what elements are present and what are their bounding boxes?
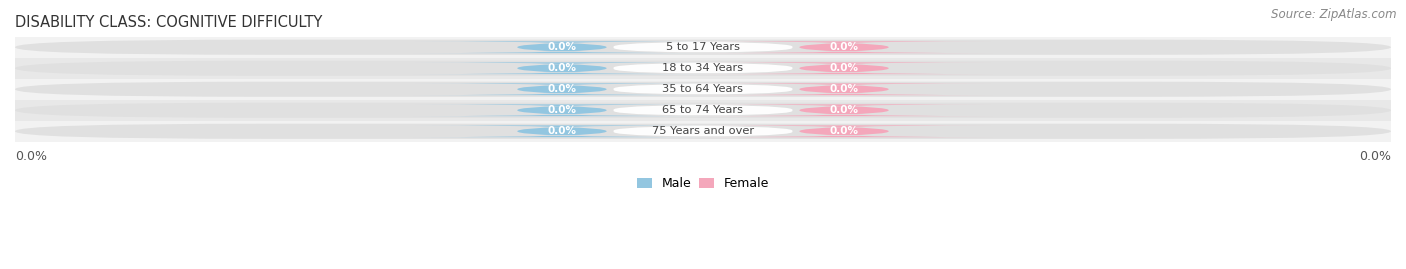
Text: 0.0%: 0.0% (830, 84, 859, 94)
FancyBboxPatch shape (15, 103, 1391, 118)
FancyBboxPatch shape (696, 104, 993, 116)
Text: 75 Years and over: 75 Years and over (652, 126, 754, 136)
Text: 18 to 34 Years: 18 to 34 Years (662, 63, 744, 73)
FancyBboxPatch shape (15, 82, 1391, 97)
Text: Source: ZipAtlas.com: Source: ZipAtlas.com (1271, 8, 1396, 21)
Text: 0.0%: 0.0% (547, 105, 576, 115)
FancyBboxPatch shape (413, 83, 710, 95)
FancyBboxPatch shape (413, 62, 710, 74)
Text: 35 to 64 Years: 35 to 64 Years (662, 84, 744, 94)
Text: 0.0%: 0.0% (830, 63, 859, 73)
FancyBboxPatch shape (613, 83, 793, 95)
FancyBboxPatch shape (696, 62, 993, 74)
FancyBboxPatch shape (696, 41, 993, 53)
FancyBboxPatch shape (413, 41, 710, 53)
FancyBboxPatch shape (613, 41, 793, 53)
Text: 0.0%: 0.0% (547, 42, 576, 52)
Bar (15, 100, 1391, 121)
FancyBboxPatch shape (613, 125, 793, 137)
Bar (15, 79, 1391, 100)
Bar (15, 121, 1391, 142)
Text: 0.0%: 0.0% (1360, 150, 1391, 163)
Legend: Male, Female: Male, Female (637, 177, 769, 190)
Text: 0.0%: 0.0% (547, 63, 576, 73)
FancyBboxPatch shape (696, 83, 993, 95)
Bar (15, 37, 1391, 58)
FancyBboxPatch shape (413, 104, 710, 116)
FancyBboxPatch shape (613, 62, 793, 74)
Text: 0.0%: 0.0% (830, 42, 859, 52)
FancyBboxPatch shape (413, 125, 710, 137)
Text: 65 to 74 Years: 65 to 74 Years (662, 105, 744, 115)
FancyBboxPatch shape (15, 124, 1391, 139)
Bar (15, 58, 1391, 79)
Text: 0.0%: 0.0% (15, 150, 46, 163)
Text: 0.0%: 0.0% (547, 84, 576, 94)
FancyBboxPatch shape (15, 61, 1391, 76)
Text: 5 to 17 Years: 5 to 17 Years (666, 42, 740, 52)
Text: DISABILITY CLASS: COGNITIVE DIFFICULTY: DISABILITY CLASS: COGNITIVE DIFFICULTY (15, 15, 322, 30)
Text: 0.0%: 0.0% (830, 105, 859, 115)
FancyBboxPatch shape (613, 104, 793, 116)
Text: 0.0%: 0.0% (547, 126, 576, 136)
FancyBboxPatch shape (15, 40, 1391, 55)
Text: 0.0%: 0.0% (830, 126, 859, 136)
FancyBboxPatch shape (696, 125, 993, 137)
